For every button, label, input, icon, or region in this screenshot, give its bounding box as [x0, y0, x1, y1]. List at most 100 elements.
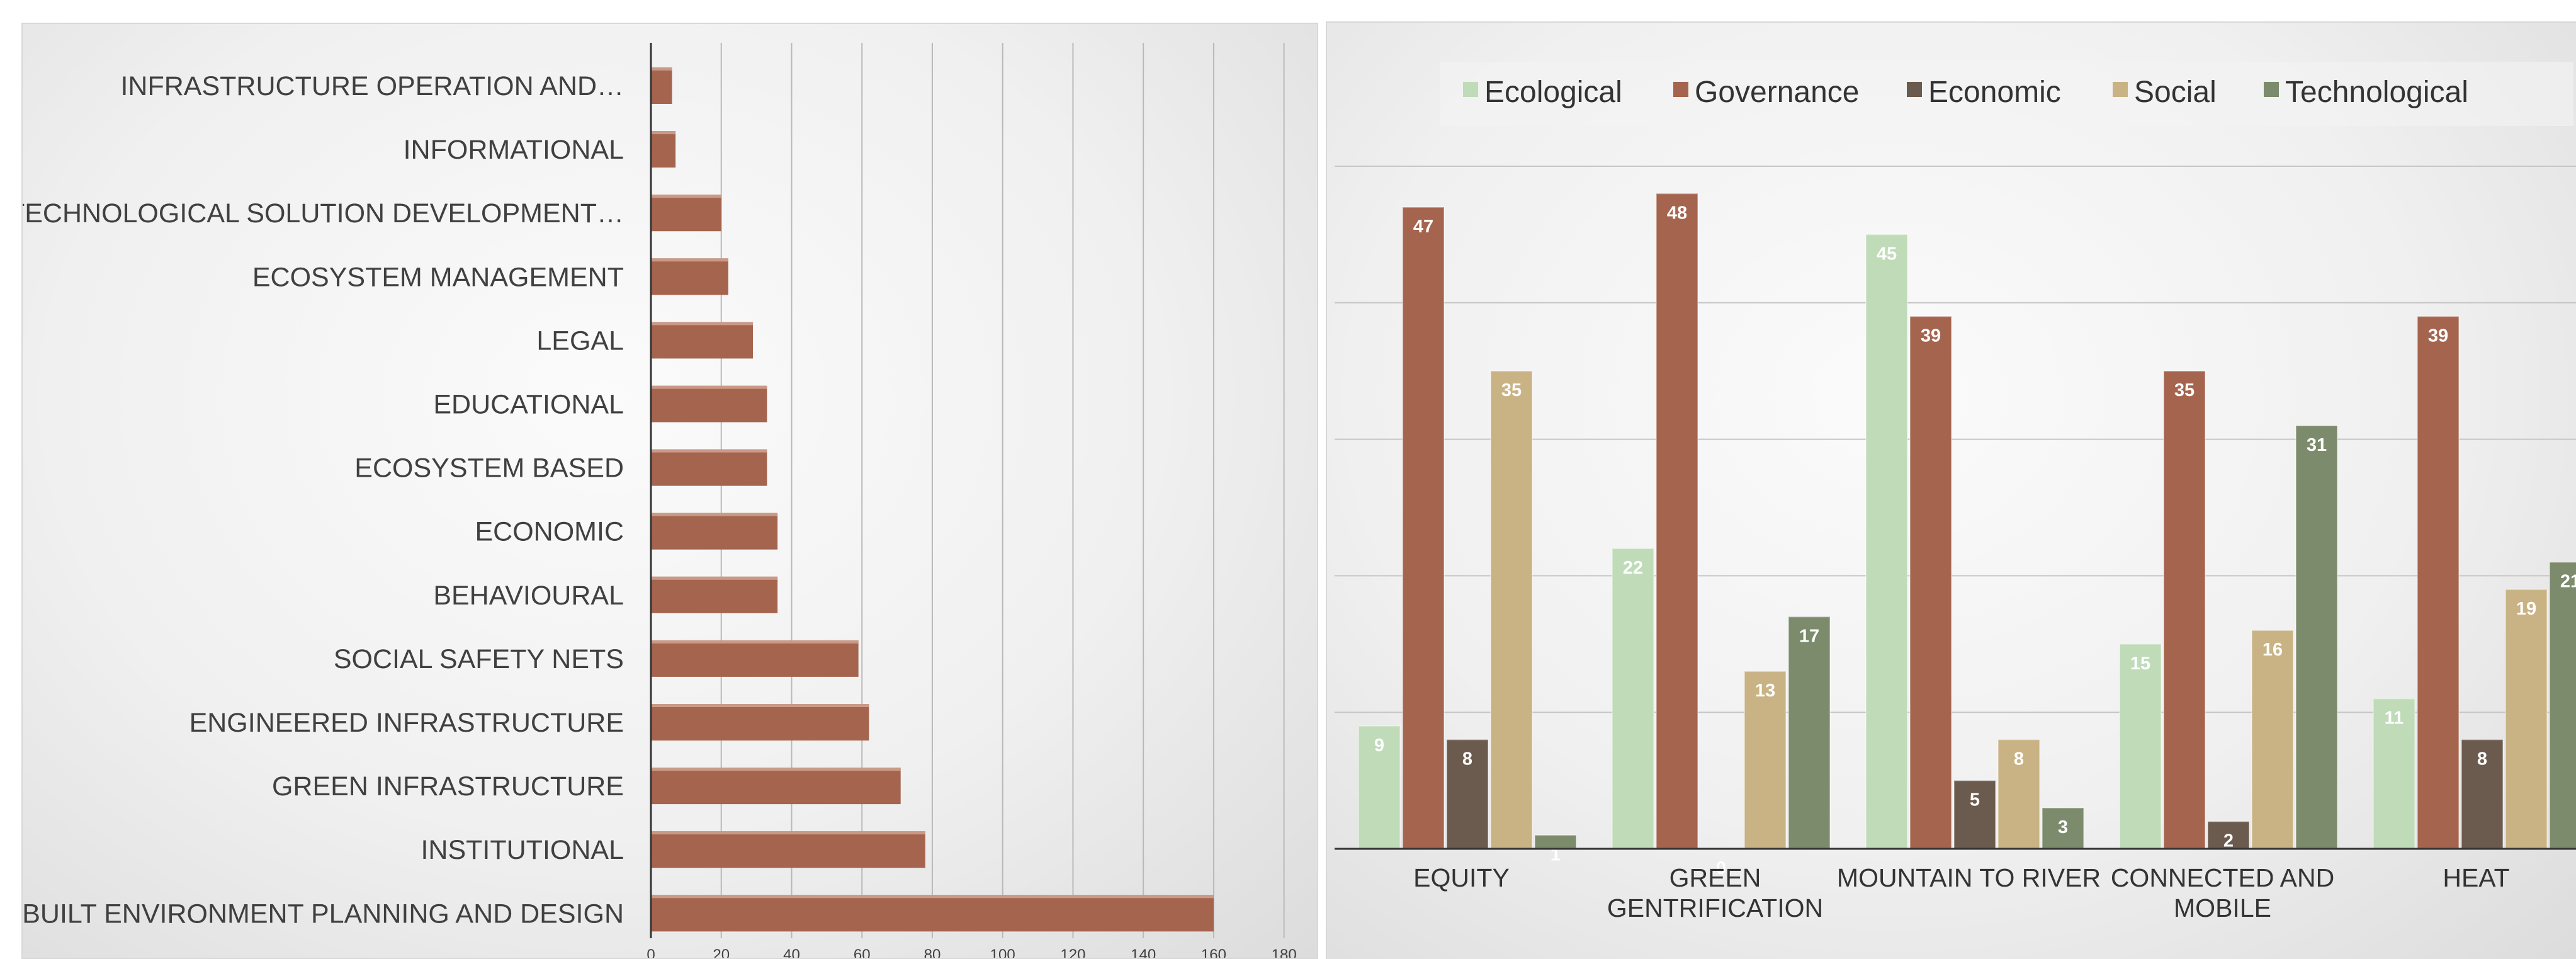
category-label: GREEN GENTRIFICATION [1607, 863, 1823, 922]
bar-group [651, 768, 901, 805]
category-label: ECOSYSTEM MANAGEMENT [252, 262, 624, 292]
data-label: 39 [1921, 326, 1941, 346]
category-label: INFORMATIONAL [404, 135, 624, 165]
category-label: ENGINEERED INFRASTRUCTURE [189, 708, 624, 738]
category-label: EDUCATIONAL [433, 390, 624, 420]
bar-highlight [651, 385, 767, 389]
bar-group [651, 385, 767, 423]
category-label-line: CONNECTED AND [2111, 863, 2334, 892]
bar [2549, 561, 2576, 849]
x-tick-label: 60 [854, 946, 871, 959]
bar-highlight [651, 895, 1214, 899]
category-label: TECHNOLOGICAL SOLUTION DEVELOPMENT… [23, 198, 624, 229]
data-label: 15 [2130, 654, 2150, 674]
legend-item: Ecological [1463, 76, 1622, 109]
bar [651, 385, 767, 423]
bar [2163, 370, 2206, 849]
data-label: 16 [2262, 640, 2283, 660]
category-label: INSTITUTIONAL [421, 835, 624, 865]
bar [651, 640, 859, 677]
data-label: 19 [2516, 599, 2536, 619]
bar [651, 322, 754, 359]
bar-group [651, 67, 672, 104]
data-label: 5 [1970, 790, 1980, 810]
legend-label: Governance [1695, 76, 1860, 109]
category-label-line: GREEN [1669, 863, 1761, 892]
data-label: 1 [1551, 844, 1561, 865]
bar [2042, 807, 2084, 849]
bar [1744, 671, 1787, 850]
bar-highlight [651, 831, 925, 835]
bar-group [651, 640, 859, 677]
bar [1865, 234, 1908, 849]
grouped-bar-chart: Ecological Governance Economic Social Techno… [1335, 62, 2576, 922]
x-tick-label: 140 [1131, 946, 1156, 959]
data-label: 47 [1413, 217, 1433, 237]
x-tick-label: 0 [647, 946, 655, 959]
legend-swatch [1673, 82, 1688, 97]
legend-label: Ecological [1484, 76, 1622, 109]
x-tick-label: 40 [783, 946, 800, 959]
legend-item: Technological [2264, 76, 2468, 109]
legend-background [1440, 62, 2573, 126]
bar [651, 258, 728, 295]
bar [651, 513, 778, 550]
category-label-line: MOUNTAIN TO RIVER [1837, 863, 2101, 892]
bar-highlight [651, 513, 778, 516]
bar-highlight [651, 768, 901, 771]
data-label: 31 [2307, 435, 2327, 455]
data-label: 21 [2560, 572, 2576, 592]
bar [651, 449, 767, 486]
bar [2119, 643, 2162, 849]
category-label: LEGAL [536, 326, 624, 356]
bar [651, 67, 672, 104]
bar-group [651, 576, 778, 613]
category-label: MOUNTAIN TO RIVER [1837, 863, 2101, 892]
bar-highlight [651, 322, 754, 326]
data-label: 45 [1877, 244, 1897, 264]
bar [1909, 315, 1952, 850]
category-group: 9 47 8 35 1 [1358, 207, 1577, 865]
data-label: 11 [2385, 708, 2404, 729]
bar-group [651, 704, 869, 741]
bar [651, 704, 869, 741]
bar [651, 768, 901, 805]
left-chart-panel: 0 20 40 60 80 100 120 140 160 180 INFRASTRUCTURE O… [21, 23, 1318, 959]
legend-label: Economic [1928, 76, 2061, 109]
legend-swatch [1463, 82, 1478, 97]
legend-item: Economic [1907, 76, 2061, 109]
bar-highlight [651, 67, 672, 71]
bar [1656, 193, 1698, 849]
category-group: 15 35 2 16 31 [2119, 370, 2338, 851]
gridlines [1335, 166, 2576, 713]
data-label: 8 [2014, 749, 2024, 769]
bar [2251, 630, 2294, 849]
x-tick-label: 160 [1201, 946, 1226, 959]
bar-highlight [651, 258, 728, 262]
category-label: ECOSYSTEM BASED [354, 453, 624, 484]
gridlines [720, 43, 1285, 938]
bar [651, 131, 676, 168]
data-label: 17 [1799, 626, 1819, 646]
category-group: 45 39 5 8 3 [1865, 234, 2084, 850]
data-label: 2 [2223, 831, 2234, 851]
data-label: 8 [2477, 749, 2487, 769]
category-group: 11 39 8 19 21 [2373, 315, 2576, 850]
bar-highlight [651, 195, 721, 198]
bar [1402, 207, 1445, 850]
legend-swatch [2264, 82, 2279, 97]
bar [1997, 739, 2040, 850]
bar-group [651, 195, 721, 232]
data-label: 48 [1667, 203, 1687, 223]
bar [2295, 424, 2338, 849]
legend-label: Technological [2285, 76, 2468, 109]
category-label: BUILT ENVIRONMENT PLANNING AND DESIGN [23, 899, 624, 929]
data-label: 9 [1374, 735, 1384, 756]
bar [1490, 370, 1533, 849]
bar-group [651, 513, 778, 550]
x-tick-label: 180 [1272, 946, 1297, 959]
data-label: 3 [2058, 817, 2068, 837]
bar-group [651, 895, 1214, 932]
category-label: GREEN INFRASTRUCTURE [272, 771, 624, 802]
legend-item: Social [2113, 76, 2217, 109]
